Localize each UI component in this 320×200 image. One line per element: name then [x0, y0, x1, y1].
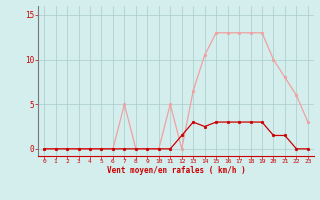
X-axis label: Vent moyen/en rafales ( km/h ): Vent moyen/en rafales ( km/h ) — [107, 166, 245, 175]
